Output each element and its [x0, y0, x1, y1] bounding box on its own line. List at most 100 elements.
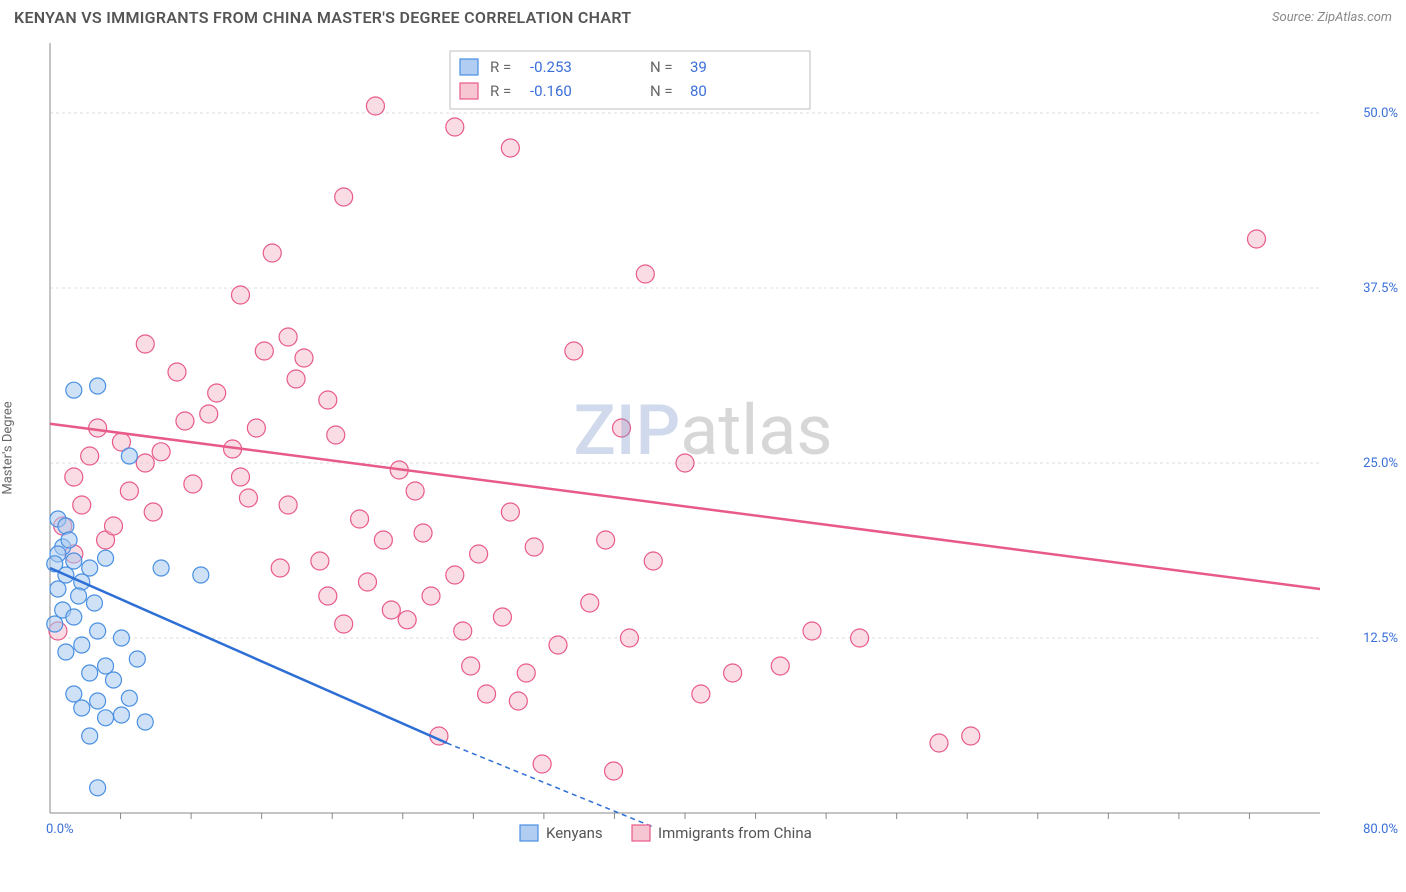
stats-n-label: N = — [650, 58, 673, 76]
data-point-kenyans — [82, 728, 98, 744]
data-point-china — [803, 622, 821, 640]
data-point-kenyans — [106, 672, 122, 688]
data-point-china — [351, 510, 369, 528]
data-point-china — [549, 636, 567, 654]
data-point-kenyans — [129, 651, 145, 667]
stats-r-value: -0.253 — [530, 58, 572, 76]
data-point-china — [676, 454, 694, 472]
data-point-china — [295, 349, 313, 367]
data-point-kenyans — [98, 658, 114, 674]
data-point-china — [636, 265, 654, 283]
data-point-china — [525, 538, 543, 556]
data-point-kenyans — [66, 553, 82, 569]
data-point-china — [644, 552, 662, 570]
data-point-china — [962, 727, 980, 745]
chart-area: Master's Degree ZIPatlas 12.5%25.0%37.5%… — [0, 33, 1406, 863]
data-point-china — [605, 762, 623, 780]
trendline-kenyans-dash — [447, 743, 653, 827]
data-point-china — [176, 412, 194, 430]
data-point-china — [136, 454, 154, 472]
data-point-china — [724, 664, 742, 682]
chart-title: KENYAN VS IMMIGRANTS FROM CHINA MASTER'S… — [14, 8, 631, 27]
data-point-china — [136, 335, 154, 353]
data-point-kenyans — [193, 567, 209, 583]
data-point-kenyans — [66, 686, 82, 702]
data-point-china — [105, 517, 123, 535]
data-point-china — [168, 363, 186, 381]
data-point-china — [287, 370, 305, 388]
data-point-china — [208, 384, 226, 402]
data-point-kenyans — [121, 690, 137, 706]
data-point-kenyans — [82, 665, 98, 681]
data-point-kenyans — [90, 693, 106, 709]
y-axis-label: Master's Degree — [1, 401, 16, 494]
data-point-china — [319, 391, 337, 409]
data-point-china — [509, 692, 527, 710]
data-point-china — [279, 328, 297, 346]
data-point-china — [478, 685, 496, 703]
data-point-china — [446, 118, 464, 136]
data-point-kenyans — [71, 588, 87, 604]
data-point-china — [120, 482, 138, 500]
data-point-china — [493, 608, 511, 626]
data-point-china — [335, 188, 353, 206]
data-point-kenyans — [90, 780, 106, 796]
data-point-china — [581, 594, 599, 612]
legend-swatch — [632, 825, 650, 841]
data-point-kenyans — [153, 560, 169, 576]
data-point-china — [65, 468, 83, 486]
data-point-china — [446, 566, 464, 584]
data-point-china — [613, 419, 631, 437]
data-point-china — [406, 482, 424, 500]
data-point-china — [239, 489, 257, 507]
data-point-china — [374, 531, 392, 549]
data-point-china — [255, 342, 273, 360]
y-tick-label: 50.0% — [1363, 106, 1398, 121]
data-point-kenyans — [66, 609, 82, 625]
y-tick-label: 12.5% — [1363, 631, 1398, 646]
data-point-kenyans — [58, 644, 74, 660]
data-point-china — [454, 622, 472, 640]
data-point-china — [152, 443, 170, 461]
data-point-kenyans — [113, 707, 129, 723]
data-point-china — [501, 503, 519, 521]
data-point-china — [247, 419, 265, 437]
data-point-china — [366, 97, 384, 115]
y-tick-label: 25.0% — [1363, 456, 1398, 471]
data-point-kenyans — [47, 616, 63, 632]
data-point-china — [501, 139, 519, 157]
data-point-china — [851, 629, 869, 647]
data-point-kenyans — [121, 448, 137, 464]
data-point-china — [335, 615, 353, 633]
chart-header: KENYAN VS IMMIGRANTS FROM CHINA MASTER'S… — [0, 0, 1406, 33]
scatter-chart: 12.5%25.0%37.5%50.0%0.0%80.0%R =-0.253N … — [0, 33, 1406, 863]
data-point-china — [263, 244, 281, 262]
stats-n-value: 39 — [690, 58, 707, 76]
stats-r-value: -0.160 — [530, 82, 572, 100]
source-attribution: Source: ZipAtlas.com — [1272, 10, 1392, 25]
data-point-china — [517, 664, 535, 682]
data-point-china — [232, 286, 250, 304]
legend-swatch — [520, 825, 538, 841]
data-point-china — [414, 524, 432, 542]
data-point-kenyans — [50, 581, 66, 597]
data-point-kenyans — [66, 382, 82, 398]
data-point-china — [327, 426, 345, 444]
data-point-china — [382, 601, 400, 619]
data-point-china — [533, 755, 551, 773]
data-point-kenyans — [82, 560, 98, 576]
data-point-china — [771, 657, 789, 675]
stats-swatch — [460, 59, 478, 75]
data-point-china — [359, 573, 377, 591]
data-point-kenyans — [90, 378, 106, 394]
data-point-china — [144, 503, 162, 521]
data-point-china — [311, 552, 329, 570]
stats-n-value: 80 — [690, 82, 707, 100]
data-point-china — [200, 405, 218, 423]
data-point-kenyans — [61, 532, 77, 548]
data-point-kenyans — [86, 595, 102, 611]
data-point-china — [232, 468, 250, 486]
data-point-china — [398, 611, 416, 629]
data-point-china — [422, 587, 440, 605]
data-point-china — [279, 496, 297, 514]
